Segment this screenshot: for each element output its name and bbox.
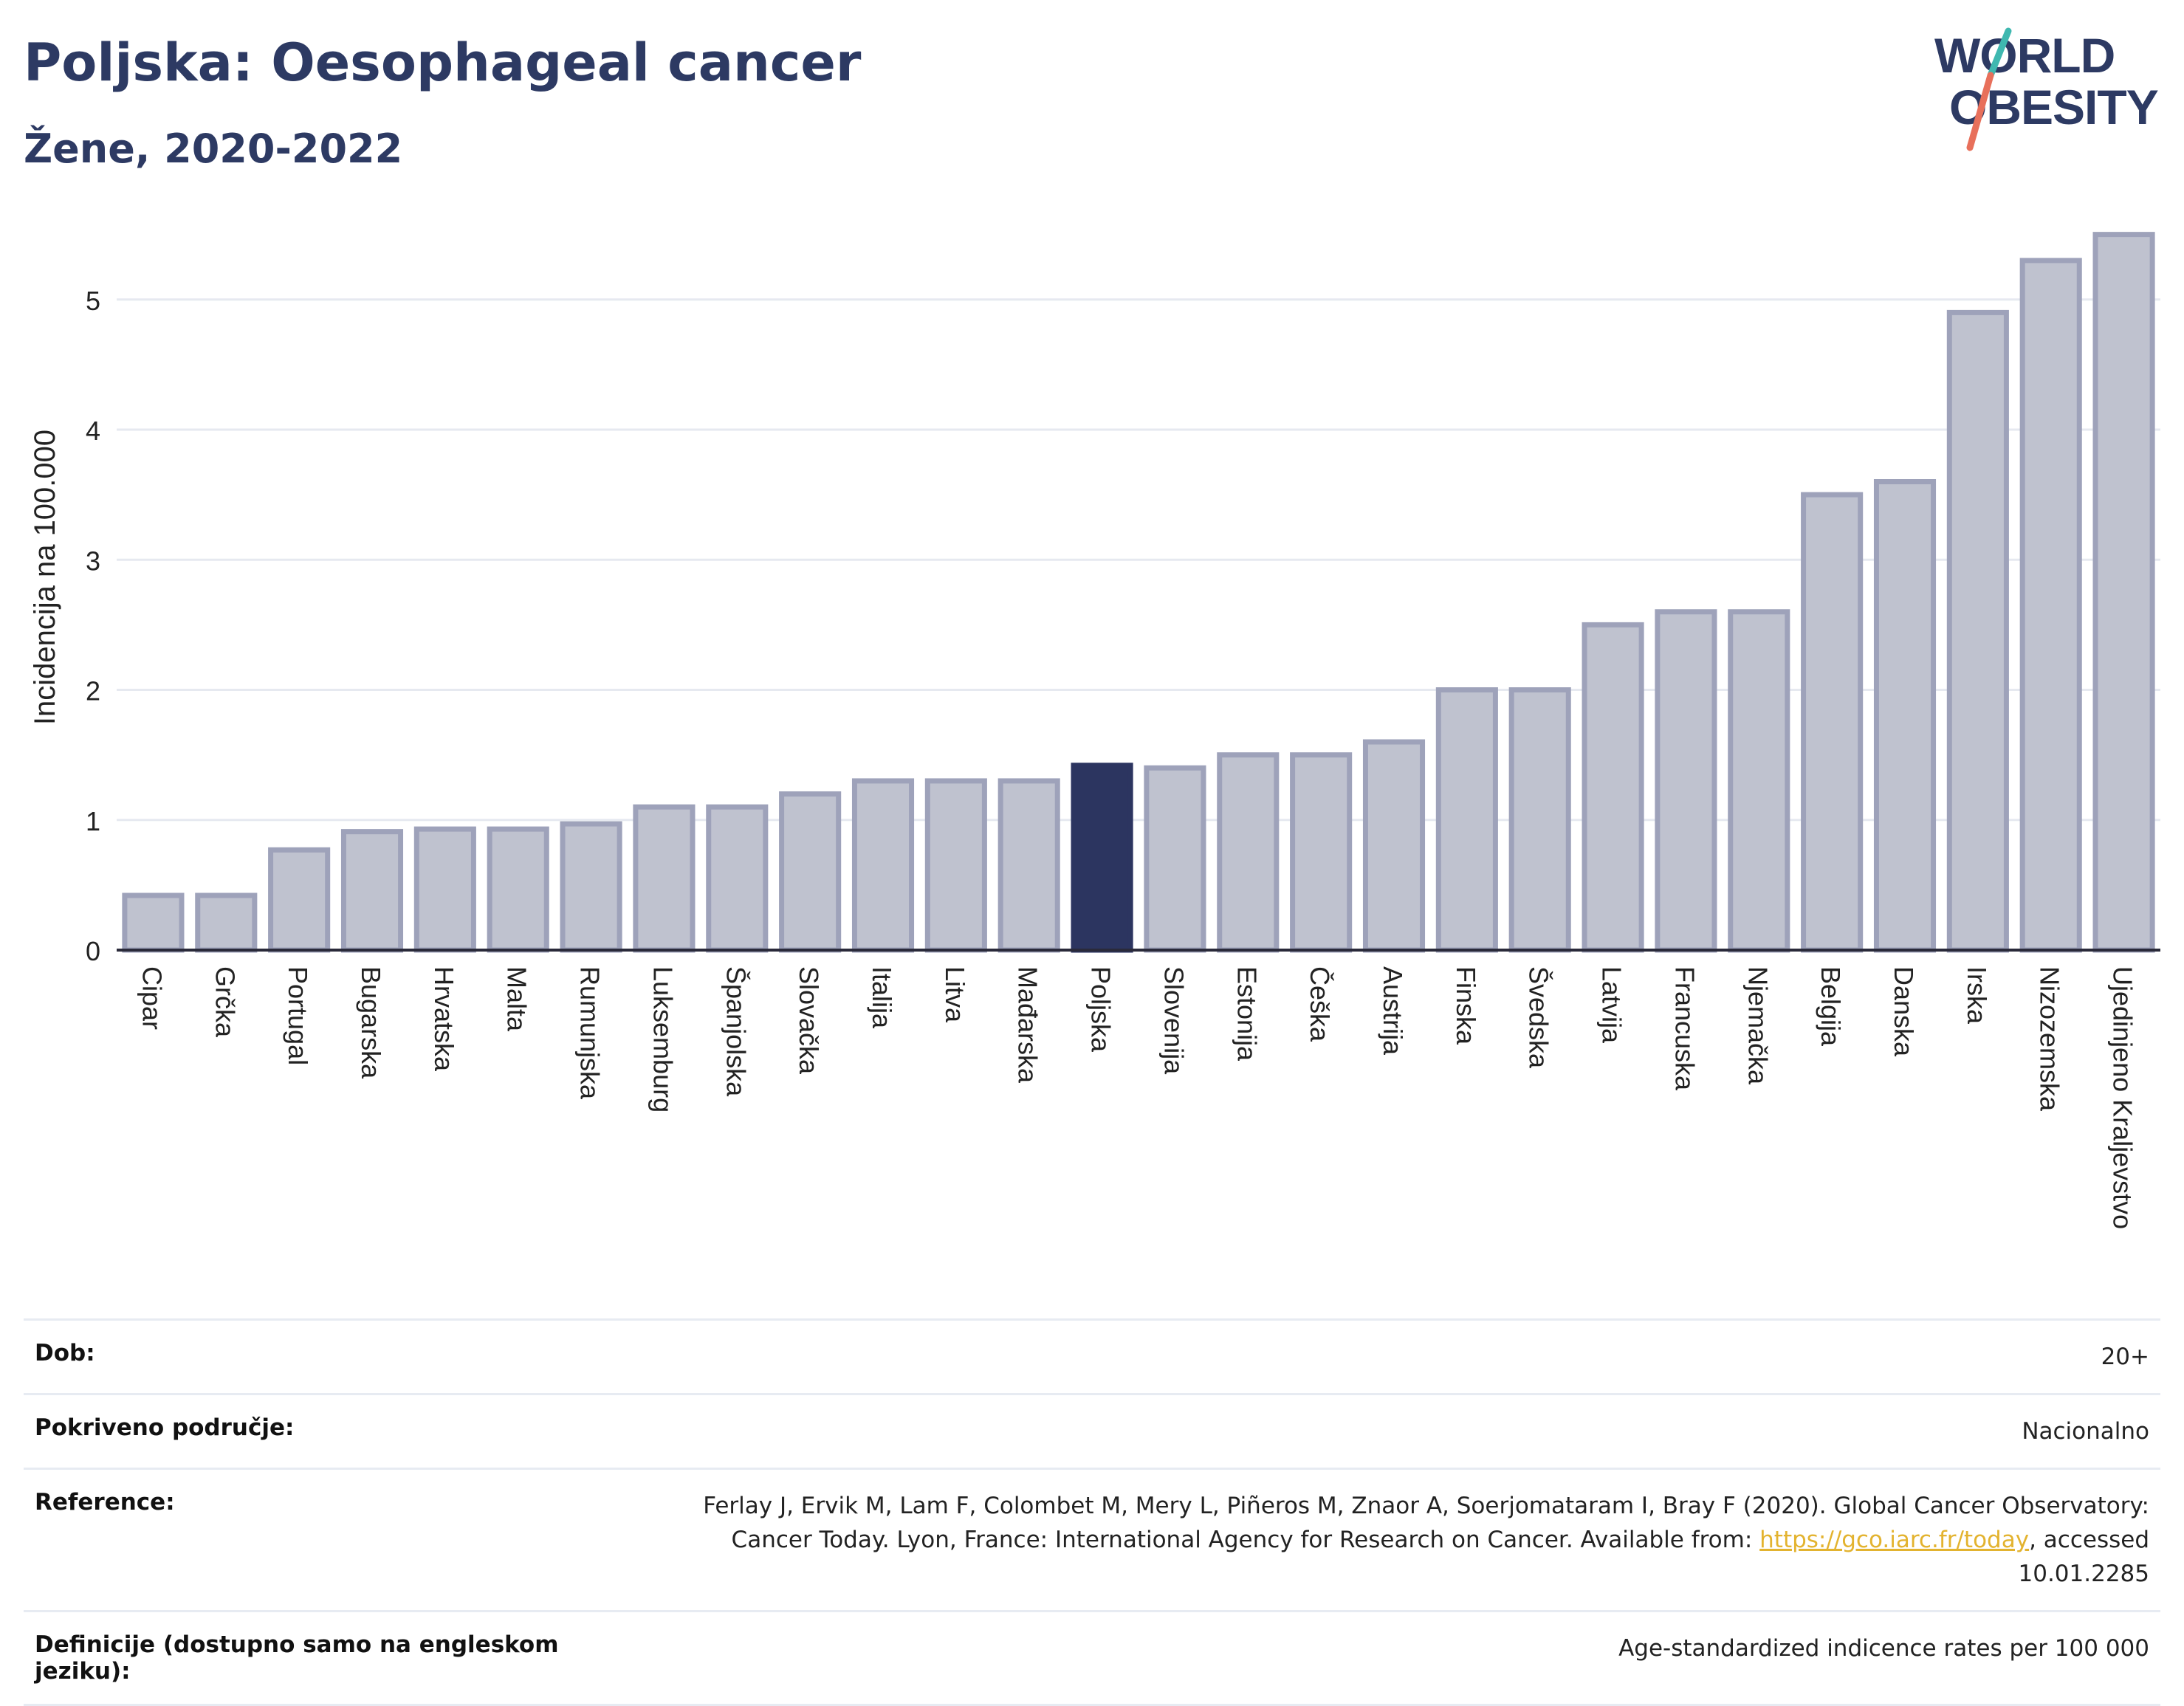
bar: [1435, 687, 1498, 953]
bar: [340, 829, 404, 953]
x-tick-label: Slovenija: [1158, 966, 1189, 1075]
x-tick-label: Estonija: [1232, 966, 1262, 1062]
axis-layer: 0 1 2 3 4 5 Cipar Grčka Portugal Bugarska Hrvatska…: [86, 286, 2160, 1229]
bar: [1946, 309, 2009, 953]
bar: [1290, 752, 1353, 953]
x-tick-label: Češka: [1305, 966, 1335, 1042]
y-axis-label: Incidencija na 100.000: [29, 430, 61, 725]
x-tick-label: Njemačka: [1742, 966, 1773, 1085]
bar: [268, 847, 331, 953]
x-tick-label: Latvija: [1597, 966, 1627, 1044]
bar-layer: [122, 232, 2155, 953]
age-label: Dob:: [35, 1340, 95, 1366]
y-tick-label: 3: [86, 546, 100, 576]
y-tick-label: 4: [86, 416, 100, 446]
chart-subtitle: Žene, 2020-2022: [24, 125, 403, 172]
coverage-value: Nacionalno: [2022, 1418, 2149, 1445]
chart-title: Poljska: Oesophageal cancer: [24, 32, 862, 93]
reference-label: Reference:: [35, 1489, 175, 1516]
info-row-definition: Definicije (dostupno samo na engleskom j…: [24, 1610, 2160, 1706]
y-tick-label: 2: [86, 676, 100, 706]
bar: [1217, 752, 1280, 953]
bar: [706, 804, 769, 953]
bar: [1362, 739, 1426, 953]
x-tick-label: Ujedinjeno Kraljevstvo: [2108, 966, 2138, 1229]
bar: [633, 804, 696, 953]
reference-text: Ferlay J, Ervik M, Lam F, Colombet M, Me…: [703, 1493, 2149, 1553]
x-tick-label: Slovačka: [794, 966, 824, 1075]
x-tick-label: Belgija: [1816, 966, 1846, 1047]
x-tick-label: Cipar: [137, 966, 167, 1030]
bar: [2092, 232, 2155, 953]
y-tick-label: 0: [86, 936, 100, 966]
logo-text-world: WORLD: [1934, 28, 2115, 83]
bar: [195, 892, 258, 953]
bar-chart: 0 1 2 3 4 5 Cipar Grčka Portugal Bugarska Hrvatska…: [29, 232, 2160, 1229]
x-tick-label: Rumunjska: [575, 966, 605, 1100]
bar: [487, 826, 549, 953]
info-row-reference: Reference: Ferlay J, Ervik M, Lam F, Col…: [24, 1468, 2160, 1610]
bar: [2019, 258, 2082, 953]
bar: [122, 892, 185, 953]
reference-suffix: , accessed 10.01.2285: [2018, 1527, 2150, 1587]
bar: [1582, 622, 1644, 953]
x-tick-label: Luksemburg: [648, 966, 678, 1112]
x-tick-label: Švedska: [1524, 966, 1554, 1069]
bar: [1144, 765, 1206, 953]
x-tick-label: Finska: [1451, 966, 1481, 1045]
x-tick-label: Austrija: [1378, 966, 1408, 1056]
x-tick-label: Litva: [940, 966, 970, 1023]
bar: [1655, 609, 1717, 953]
bar: [1728, 609, 1790, 953]
bar: [997, 778, 1060, 953]
x-tick-label: Nizozemska: [2035, 966, 2065, 1112]
coverage-label: Pokriveno područje:: [35, 1414, 295, 1441]
x-tick-label: Francuska: [1669, 966, 1700, 1091]
bar: [560, 821, 622, 953]
x-tick-label: Španjolska: [721, 966, 751, 1097]
x-tick-label: Danska: [1889, 966, 1919, 1057]
x-tick-label: Poljska: [1086, 966, 1116, 1053]
bar: [1508, 687, 1571, 953]
x-tick-label: Mađarska: [1013, 966, 1043, 1084]
x-tick-label: Irska: [1962, 966, 1992, 1025]
bar: [1801, 492, 1864, 953]
logo-slash-teal: [1987, 27, 2012, 79]
x-tick-label: Hrvatska: [429, 966, 459, 1072]
bar: [779, 791, 842, 953]
definition-value: Age-standardized indicence rates per 100…: [1618, 1635, 2149, 1662]
definition-label: Definicije (dostupno samo na engleskom j…: [35, 1631, 559, 1685]
info-row-coverage: Pokriveno područje: Nacionalno: [24, 1393, 2160, 1468]
x-tick-label: Grčka: [210, 966, 240, 1038]
y-tick-label: 1: [86, 806, 100, 836]
bar: [851, 778, 915, 953]
reference-value: Ferlay J, Ervik M, Lam F, Colombet M, Me…: [636, 1489, 2149, 1591]
y-tick-label: 5: [86, 286, 100, 316]
age-value: 20+: [2101, 1344, 2149, 1370]
x-tick-label: Portugal: [283, 966, 313, 1065]
world-obesity-logo: WORLD OBESITY: [1934, 27, 2159, 151]
bar-highlight: [1071, 763, 1133, 953]
x-tick-label: Italija: [867, 966, 897, 1029]
x-tick-label: Malta: [502, 966, 532, 1032]
bar: [1873, 479, 1937, 953]
bar: [924, 778, 987, 953]
bar: [413, 826, 476, 953]
x-tick-label: Bugarska: [356, 966, 386, 1079]
info-table: Dob: 20+ Pokriveno područje: Nacionalno …: [24, 1318, 2160, 1706]
reference-link[interactable]: https://gco.iarc.fr/today: [1759, 1527, 2030, 1553]
logo-slash-red: [1966, 72, 1994, 151]
info-row-age: Dob: 20+: [24, 1318, 2160, 1393]
